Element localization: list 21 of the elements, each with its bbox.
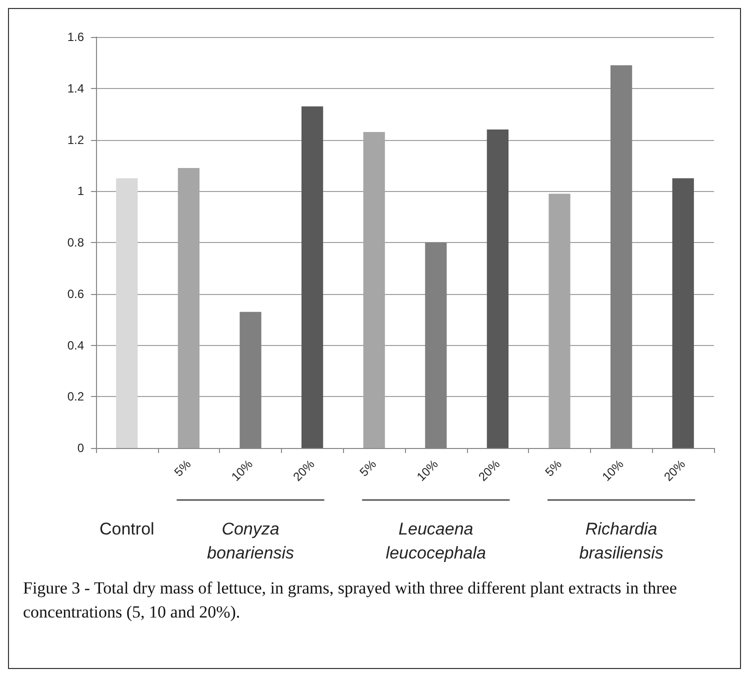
bar — [672, 178, 694, 448]
bar — [116, 178, 138, 448]
y-tick-label: 0.2 — [67, 390, 84, 404]
x-tick-label: 5% — [542, 456, 565, 480]
y-tick-label: 0.6 — [67, 286, 84, 301]
y-tick-label: 1.6 — [67, 30, 84, 44]
y-tick-label: 0 — [77, 441, 84, 455]
text: Control — [99, 520, 154, 538]
text: Conyza bonariensis — [207, 520, 294, 562]
x-tick-label: 5% — [356, 456, 380, 480]
y-tick-label: 0.4 — [67, 338, 84, 352]
x-tick-label: 5% — [171, 456, 194, 480]
text: Leucaena leucocephala — [386, 520, 486, 562]
text: Figure 3 - Total dry mass of lettuce, in grams, sprayed with three different plant extracts in three concentrations (5, 10 and 20%). — [23, 578, 682, 622]
bar — [301, 106, 324, 448]
text: Richardia brasiliensis — [579, 520, 664, 562]
y-tick-label: 1.2 — [67, 132, 84, 147]
y-tick-label: 1 — [77, 184, 84, 198]
bar — [486, 129, 509, 448]
y-tick-label: 1.4 — [67, 81, 84, 96]
y-tick-label: 0.8 — [67, 236, 84, 250]
